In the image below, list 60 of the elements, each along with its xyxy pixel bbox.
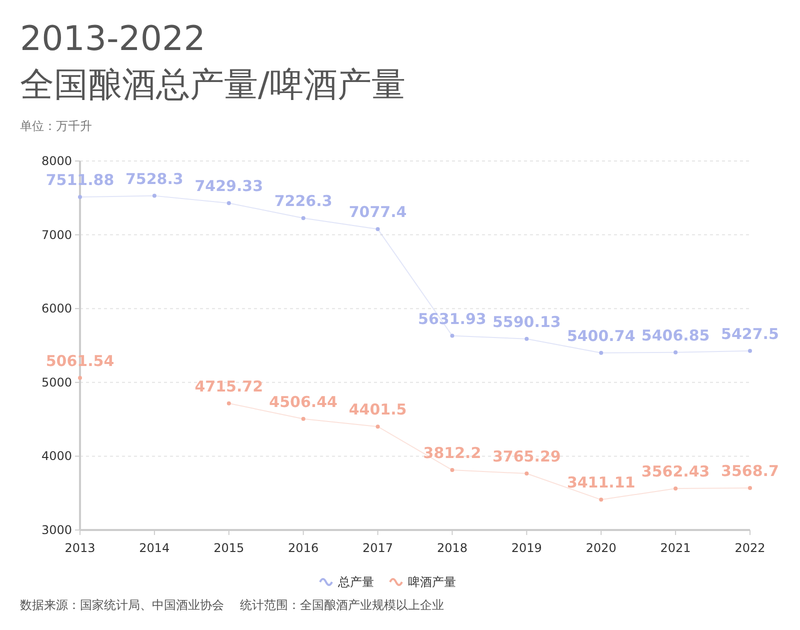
y-tick-label: 7000 [41,228,72,242]
point [450,334,454,338]
point [674,486,678,490]
y-tick-label: 5000 [41,375,72,390]
data-label: 7226.3 [274,192,332,210]
data-label: 3765.29 [492,448,561,466]
point [301,416,306,421]
point [78,376,82,380]
legend-label: 啤酒产量 [408,575,456,589]
x-tick-label: 2018 [436,541,468,555]
point [599,498,604,502]
data-label: 7528.3 [126,170,184,188]
legend-label: 总产量 [337,575,374,589]
data-label: 3562.43 [641,462,710,480]
point [78,195,82,200]
data-label: 3812.2 [423,444,482,462]
data-label: 5400.74 [566,326,636,345]
data-label: 5061.54 [46,352,114,370]
data-label: 5590.13 [492,312,561,331]
point [301,216,306,220]
x-tick-label: 2017 [362,541,394,555]
data-label: 7429.33 [194,177,264,196]
data-label: 7077.4 [348,203,407,222]
x-tick-label: 2020 [586,541,616,555]
x-tick-label: 2015 [214,541,244,555]
data-label: 4506.44 [269,392,338,411]
point [450,468,454,472]
point [524,336,529,341]
y-tick-label: 3000 [41,523,72,537]
data-label: 5406.85 [641,326,710,344]
point [226,401,231,406]
data-label: 3411.11 [566,474,636,492]
x-tick-label: 2014 [139,541,170,555]
point [376,227,380,232]
point [152,194,156,198]
x-tick-label: 2013 [64,541,96,555]
y-tick-label: 8000 [41,154,72,168]
point [226,201,231,206]
x-tick-label: 2019 [511,541,542,555]
chart-title: 2013-2022 全国酿酒总产量/啤酒产量 [20,19,406,105]
data-label: 4401.5 [348,400,407,419]
data-label: 3568.7 [721,462,779,480]
point [524,472,529,476]
y-tick-label: 6000 [41,302,72,316]
point [674,350,678,354]
data-label: 4715.72 [194,377,264,396]
y-tick-label: 4000 [41,449,72,464]
data-label: 5427.5 [721,324,779,343]
point [376,424,380,429]
x-tick-label: 2021 [660,541,691,555]
source-note: 数据来源：国家统计局、中国酒业协会 [20,598,224,612]
x-tick-label: 2022 [734,541,766,555]
point [748,486,752,490]
data-label: 5631.93 [418,310,486,328]
data-label: 7511.88 [46,171,114,190]
chart-subtitle: 单位：万千升 [20,119,92,133]
x-tick-label: 2016 [288,541,319,555]
point [599,350,604,355]
point [748,348,752,353]
text: 统计范围：全国酿酒产业规模以上企业 [240,598,444,612]
